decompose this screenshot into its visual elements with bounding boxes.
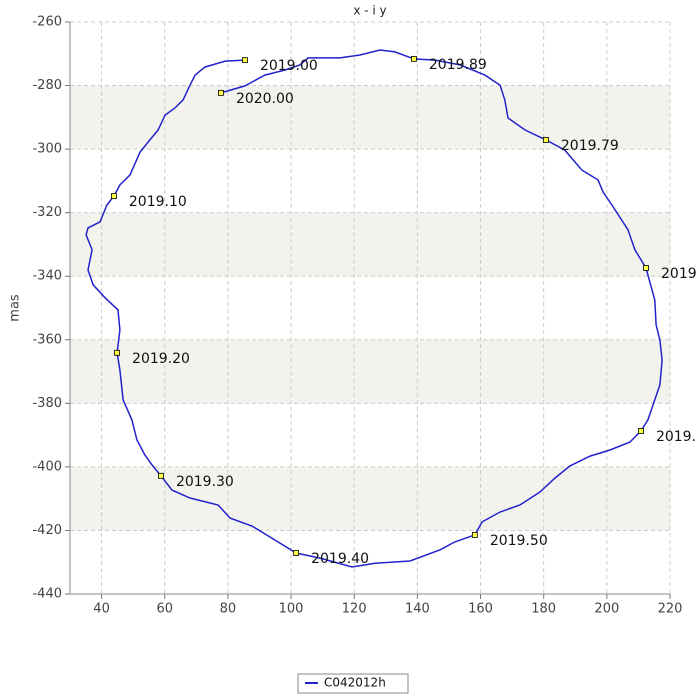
annotation-marker bbox=[410, 55, 417, 62]
x-tick-label: 220 bbox=[658, 602, 683, 617]
y-tick-label: -320 bbox=[32, 205, 62, 220]
x-tick-label: 60 bbox=[156, 602, 173, 617]
annotation-marker bbox=[638, 428, 644, 434]
y-tick-label: -420 bbox=[32, 523, 62, 538]
annotation-marker bbox=[471, 531, 478, 538]
grid-band bbox=[70, 212, 670, 277]
annotation-label: 2020.00 bbox=[236, 91, 294, 107]
annotation-marker bbox=[242, 57, 248, 64]
legend-label: C042012h bbox=[324, 676, 386, 690]
y-tick-label: -260 bbox=[32, 15, 62, 30]
annotation-label: 2019.10 bbox=[129, 194, 187, 210]
x-tick-label: 160 bbox=[468, 602, 493, 617]
x-tick-label: 120 bbox=[342, 602, 367, 617]
annotation-label: 2019.20 bbox=[132, 351, 190, 367]
x-tick-label: 200 bbox=[594, 602, 619, 617]
y-tick-label: -300 bbox=[32, 142, 62, 157]
y-tick-label: -440 bbox=[32, 587, 62, 602]
y-tick-label: -280 bbox=[32, 78, 62, 93]
chart-title: x - i y bbox=[353, 4, 386, 18]
y-tick-label: -360 bbox=[32, 332, 62, 347]
grid-band bbox=[70, 466, 670, 531]
y-tick-label: -380 bbox=[32, 396, 62, 411]
y-tick-label: -340 bbox=[32, 269, 62, 284]
annotation-label: 2019.40 bbox=[311, 551, 369, 567]
annotation-marker bbox=[293, 550, 300, 556]
x-tick-label: 100 bbox=[279, 602, 304, 617]
annotation-marker bbox=[158, 472, 164, 479]
grid-band bbox=[70, 85, 670, 150]
annotation-label: 2019.00 bbox=[260, 58, 318, 74]
annotation-label: 2019.79 bbox=[561, 138, 619, 154]
legend-box bbox=[297, 673, 409, 694]
y-tick-label: -400 bbox=[32, 459, 62, 474]
data-line bbox=[85, 49, 663, 568]
annotation-label: 2019.30 bbox=[176, 474, 234, 490]
x-tick-label: 140 bbox=[405, 602, 430, 617]
annotation-label: 2019.89 bbox=[429, 57, 487, 73]
annotation-label: 2019 bbox=[661, 266, 697, 282]
x-tick-label: 40 bbox=[93, 602, 110, 617]
annotation-marker bbox=[643, 265, 649, 271]
grid-band bbox=[70, 339, 670, 404]
y-axis-label: mas bbox=[8, 294, 23, 322]
x-tick-label: 80 bbox=[220, 602, 237, 617]
x-tick-label: 180 bbox=[531, 602, 556, 617]
annotation-marker bbox=[542, 136, 549, 143]
annotation-label: 2019.50 bbox=[490, 533, 548, 549]
annotation-label: 2019. bbox=[656, 429, 696, 445]
annotation-marker bbox=[110, 193, 117, 200]
annotation-marker bbox=[218, 89, 224, 96]
annotation-marker bbox=[114, 349, 120, 356]
